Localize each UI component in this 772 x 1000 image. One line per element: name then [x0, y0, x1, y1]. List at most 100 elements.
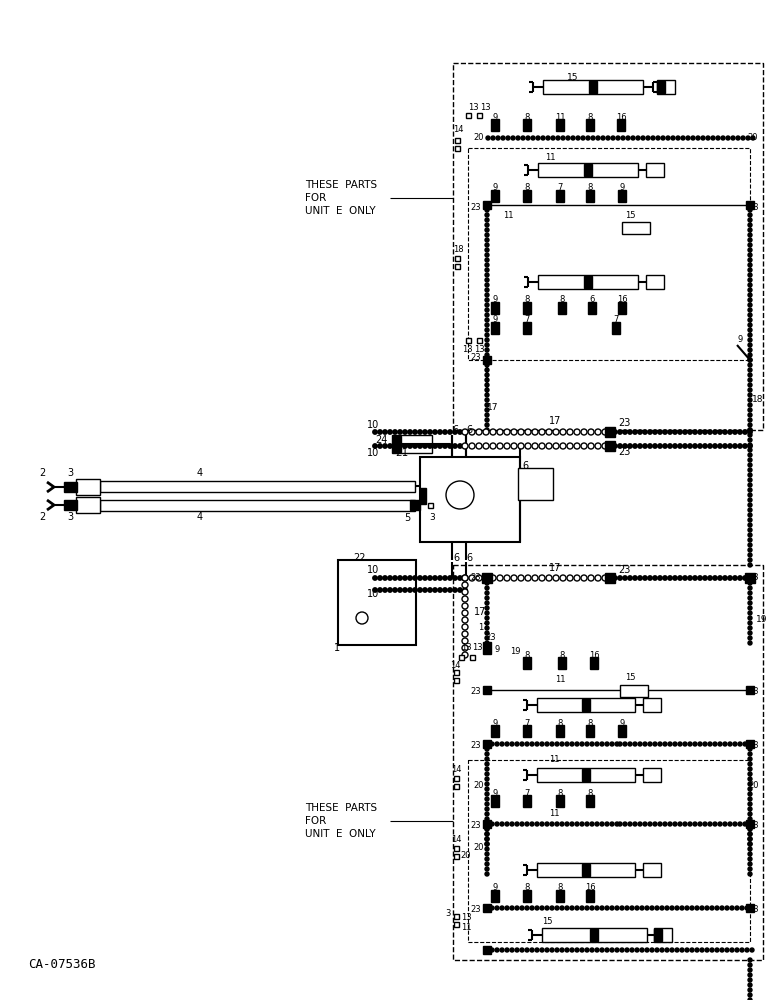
Text: THESE  PARTS: THESE PARTS: [305, 803, 378, 813]
Circle shape: [688, 430, 692, 434]
Circle shape: [485, 413, 489, 417]
Circle shape: [638, 576, 642, 580]
Circle shape: [748, 631, 752, 635]
Circle shape: [453, 430, 457, 434]
Circle shape: [650, 906, 654, 910]
Circle shape: [586, 136, 590, 140]
Circle shape: [748, 388, 752, 392]
Circle shape: [676, 136, 680, 140]
Bar: [453, 922, 459, 926]
Circle shape: [748, 463, 752, 467]
Circle shape: [625, 906, 629, 910]
Bar: [518, 468, 553, 500]
Circle shape: [585, 948, 589, 952]
Circle shape: [748, 742, 752, 746]
Circle shape: [485, 418, 489, 422]
Circle shape: [728, 822, 732, 826]
Circle shape: [485, 333, 489, 337]
Circle shape: [623, 430, 627, 434]
Circle shape: [535, 742, 539, 746]
Circle shape: [433, 588, 437, 592]
Circle shape: [648, 444, 652, 448]
Text: 9: 9: [619, 184, 625, 192]
Circle shape: [540, 742, 544, 746]
Circle shape: [748, 423, 752, 427]
Circle shape: [525, 822, 529, 826]
Bar: [453, 784, 459, 788]
Circle shape: [485, 742, 489, 746]
Circle shape: [428, 430, 432, 434]
Circle shape: [560, 742, 564, 746]
Circle shape: [462, 575, 468, 581]
Circle shape: [720, 906, 724, 910]
Circle shape: [673, 444, 677, 448]
Bar: [556, 725, 564, 737]
Circle shape: [462, 575, 468, 581]
Circle shape: [485, 208, 489, 212]
Circle shape: [453, 588, 457, 592]
Circle shape: [393, 444, 398, 448]
Circle shape: [706, 136, 710, 140]
Bar: [618, 190, 626, 202]
Circle shape: [373, 588, 378, 592]
Circle shape: [725, 948, 729, 952]
Circle shape: [735, 948, 739, 952]
Bar: [654, 928, 672, 942]
Circle shape: [735, 906, 739, 910]
Circle shape: [715, 948, 719, 952]
Circle shape: [448, 444, 452, 448]
Circle shape: [373, 430, 378, 434]
Circle shape: [485, 363, 489, 367]
Circle shape: [653, 576, 657, 580]
Circle shape: [485, 807, 489, 811]
Circle shape: [525, 429, 531, 435]
Bar: [455, 145, 459, 150]
Circle shape: [643, 742, 647, 746]
Bar: [453, 846, 459, 850]
Circle shape: [553, 443, 559, 449]
Circle shape: [520, 822, 524, 826]
Circle shape: [716, 136, 720, 140]
Circle shape: [485, 293, 489, 297]
Circle shape: [602, 429, 608, 435]
Circle shape: [740, 948, 744, 952]
Circle shape: [433, 430, 437, 434]
Circle shape: [633, 576, 637, 580]
Bar: [393, 436, 401, 452]
Circle shape: [708, 822, 712, 826]
Circle shape: [585, 822, 589, 826]
Text: 9: 9: [493, 788, 498, 798]
Circle shape: [423, 444, 427, 448]
Circle shape: [645, 948, 649, 952]
Circle shape: [675, 906, 679, 910]
Circle shape: [613, 444, 617, 448]
Circle shape: [560, 948, 564, 952]
Circle shape: [686, 136, 690, 140]
Text: 11: 11: [555, 113, 565, 122]
Circle shape: [485, 258, 489, 262]
Circle shape: [730, 906, 734, 910]
Text: 8: 8: [557, 884, 563, 892]
Circle shape: [692, 430, 697, 434]
Circle shape: [708, 576, 713, 580]
Bar: [483, 740, 491, 748]
Text: 6: 6: [453, 553, 459, 563]
Circle shape: [560, 822, 564, 826]
Circle shape: [485, 233, 489, 237]
Circle shape: [462, 610, 468, 616]
Text: 18: 18: [752, 395, 764, 404]
Circle shape: [748, 802, 752, 806]
Bar: [523, 795, 531, 807]
Circle shape: [748, 563, 752, 567]
Circle shape: [698, 576, 703, 580]
Circle shape: [511, 575, 517, 581]
Text: 7: 7: [524, 788, 530, 798]
Text: 8: 8: [559, 296, 564, 304]
Circle shape: [748, 323, 752, 327]
Circle shape: [486, 136, 490, 140]
Circle shape: [680, 906, 684, 910]
Circle shape: [611, 136, 615, 140]
Circle shape: [683, 742, 687, 746]
Bar: [491, 302, 499, 314]
Circle shape: [748, 433, 752, 437]
